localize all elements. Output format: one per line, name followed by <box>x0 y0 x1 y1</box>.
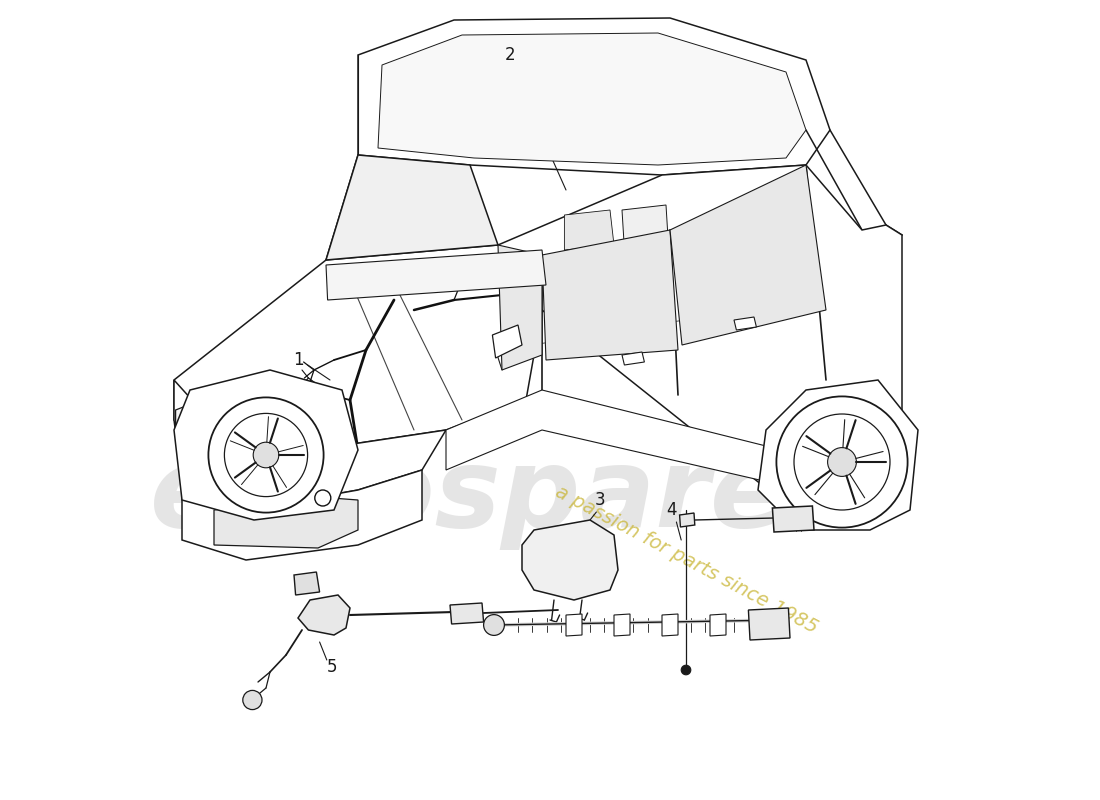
Polygon shape <box>542 230 678 360</box>
Text: a passion for parts since 1985: a passion for parts since 1985 <box>551 482 821 638</box>
Polygon shape <box>182 470 422 560</box>
Circle shape <box>315 490 331 506</box>
Polygon shape <box>670 165 826 345</box>
Polygon shape <box>662 614 678 636</box>
Polygon shape <box>621 352 645 365</box>
Polygon shape <box>498 245 542 370</box>
Polygon shape <box>378 33 806 165</box>
Polygon shape <box>614 614 630 636</box>
Polygon shape <box>446 390 902 510</box>
Polygon shape <box>450 603 484 624</box>
Text: 5: 5 <box>327 658 337 676</box>
Polygon shape <box>174 380 446 510</box>
Circle shape <box>827 447 857 476</box>
Polygon shape <box>680 513 695 527</box>
Polygon shape <box>748 608 790 640</box>
Circle shape <box>273 482 299 508</box>
Text: 3: 3 <box>594 491 605 509</box>
Circle shape <box>794 414 890 510</box>
Polygon shape <box>621 205 670 275</box>
Polygon shape <box>214 497 358 548</box>
Circle shape <box>243 690 262 710</box>
Text: 2: 2 <box>505 46 515 64</box>
Text: eurospares: eurospares <box>150 442 852 550</box>
Circle shape <box>208 398 323 513</box>
Polygon shape <box>174 245 542 460</box>
Polygon shape <box>298 595 350 635</box>
Polygon shape <box>734 317 757 330</box>
Polygon shape <box>710 614 726 636</box>
Text: 1: 1 <box>293 351 304 369</box>
Polygon shape <box>566 614 582 636</box>
Circle shape <box>224 414 308 497</box>
Polygon shape <box>294 572 320 595</box>
Circle shape <box>681 666 691 675</box>
Circle shape <box>777 396 907 528</box>
Polygon shape <box>522 520 618 600</box>
Polygon shape <box>493 325 522 358</box>
Polygon shape <box>498 165 902 520</box>
Polygon shape <box>174 370 358 520</box>
Polygon shape <box>326 155 498 260</box>
Polygon shape <box>758 380 918 530</box>
Polygon shape <box>358 18 830 175</box>
Polygon shape <box>564 210 614 250</box>
Polygon shape <box>772 506 814 532</box>
Polygon shape <box>176 395 234 440</box>
Polygon shape <box>326 250 546 300</box>
Circle shape <box>484 614 505 635</box>
Circle shape <box>253 442 278 468</box>
Polygon shape <box>566 215 614 285</box>
Text: 4: 4 <box>667 501 676 519</box>
